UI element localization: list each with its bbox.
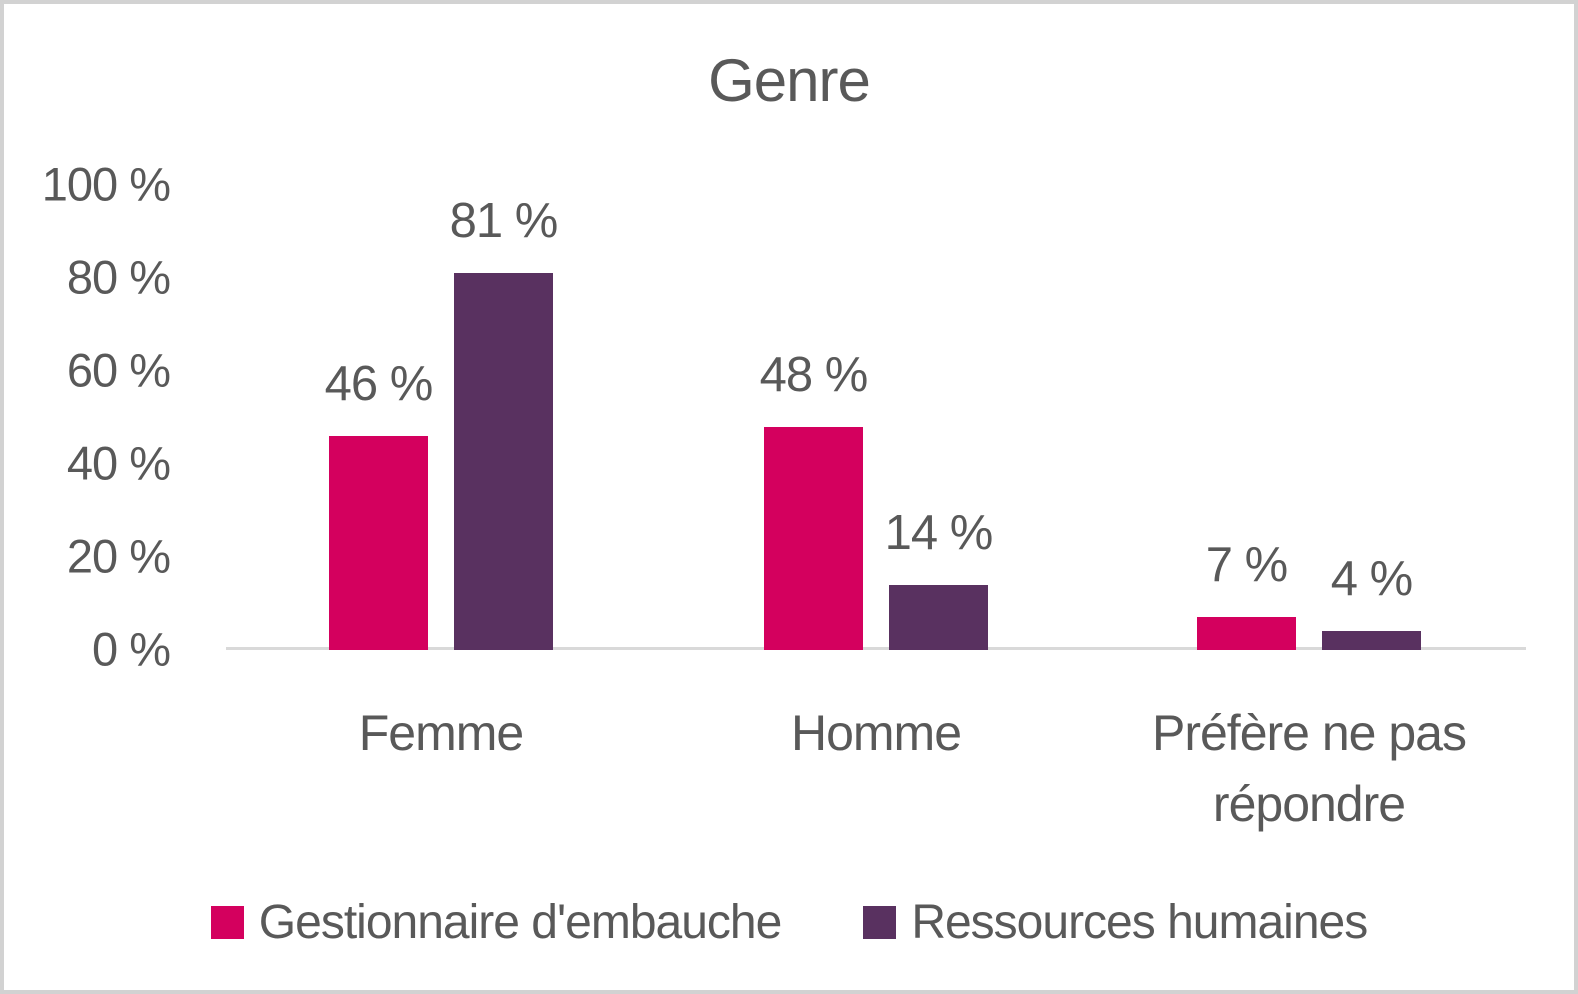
- bar-series1: [1197, 617, 1296, 650]
- legend: Gestionnaire d'embauche Ressources humain…: [0, 892, 1578, 952]
- y-axis-tick-label: 60 %: [66, 343, 171, 397]
- chart-title: Genre: [708, 47, 871, 114]
- y-axis-tick-label: 20 %: [66, 529, 171, 583]
- legend-item: Ressources humaines: [863, 895, 1368, 950]
- x-axis-category-label: Femme: [358, 705, 524, 761]
- bar-value-label: 46 %: [324, 357, 434, 411]
- legend-color-swatch: [863, 905, 897, 939]
- legend-label: Ressources humaines: [911, 895, 1368, 949]
- bar-value-label: 48 %: [759, 348, 869, 402]
- y-axis-tick-label: 80 %: [66, 250, 171, 304]
- y-axis-tick-label: 100 %: [41, 157, 171, 211]
- bar-value-label: 7 %: [1205, 538, 1288, 592]
- y-axis-tick-label: 0 %: [92, 622, 171, 676]
- bar-value-label: 14 %: [884, 506, 994, 560]
- x-axis-line: [226, 647, 1526, 650]
- bar-series2: [1322, 631, 1421, 650]
- legend-color-swatch: [210, 905, 244, 939]
- legend-item: Gestionnaire d'embauche: [210, 895, 783, 950]
- bar-value-label: 81 %: [449, 194, 559, 248]
- bar-series1: [329, 436, 428, 650]
- bar-series2: [454, 273, 553, 650]
- bar-series2: [889, 585, 988, 650]
- x-axis-category-label: Préfère ne pas répondre: [1152, 705, 1467, 832]
- bar-series1: [764, 427, 863, 650]
- y-axis-tick-label: 40 %: [66, 436, 171, 490]
- legend-label: Gestionnaire d'embauche: [258, 895, 783, 949]
- x-axis-category-label: Homme: [790, 705, 962, 761]
- bar-value-label: 4 %: [1330, 552, 1413, 606]
